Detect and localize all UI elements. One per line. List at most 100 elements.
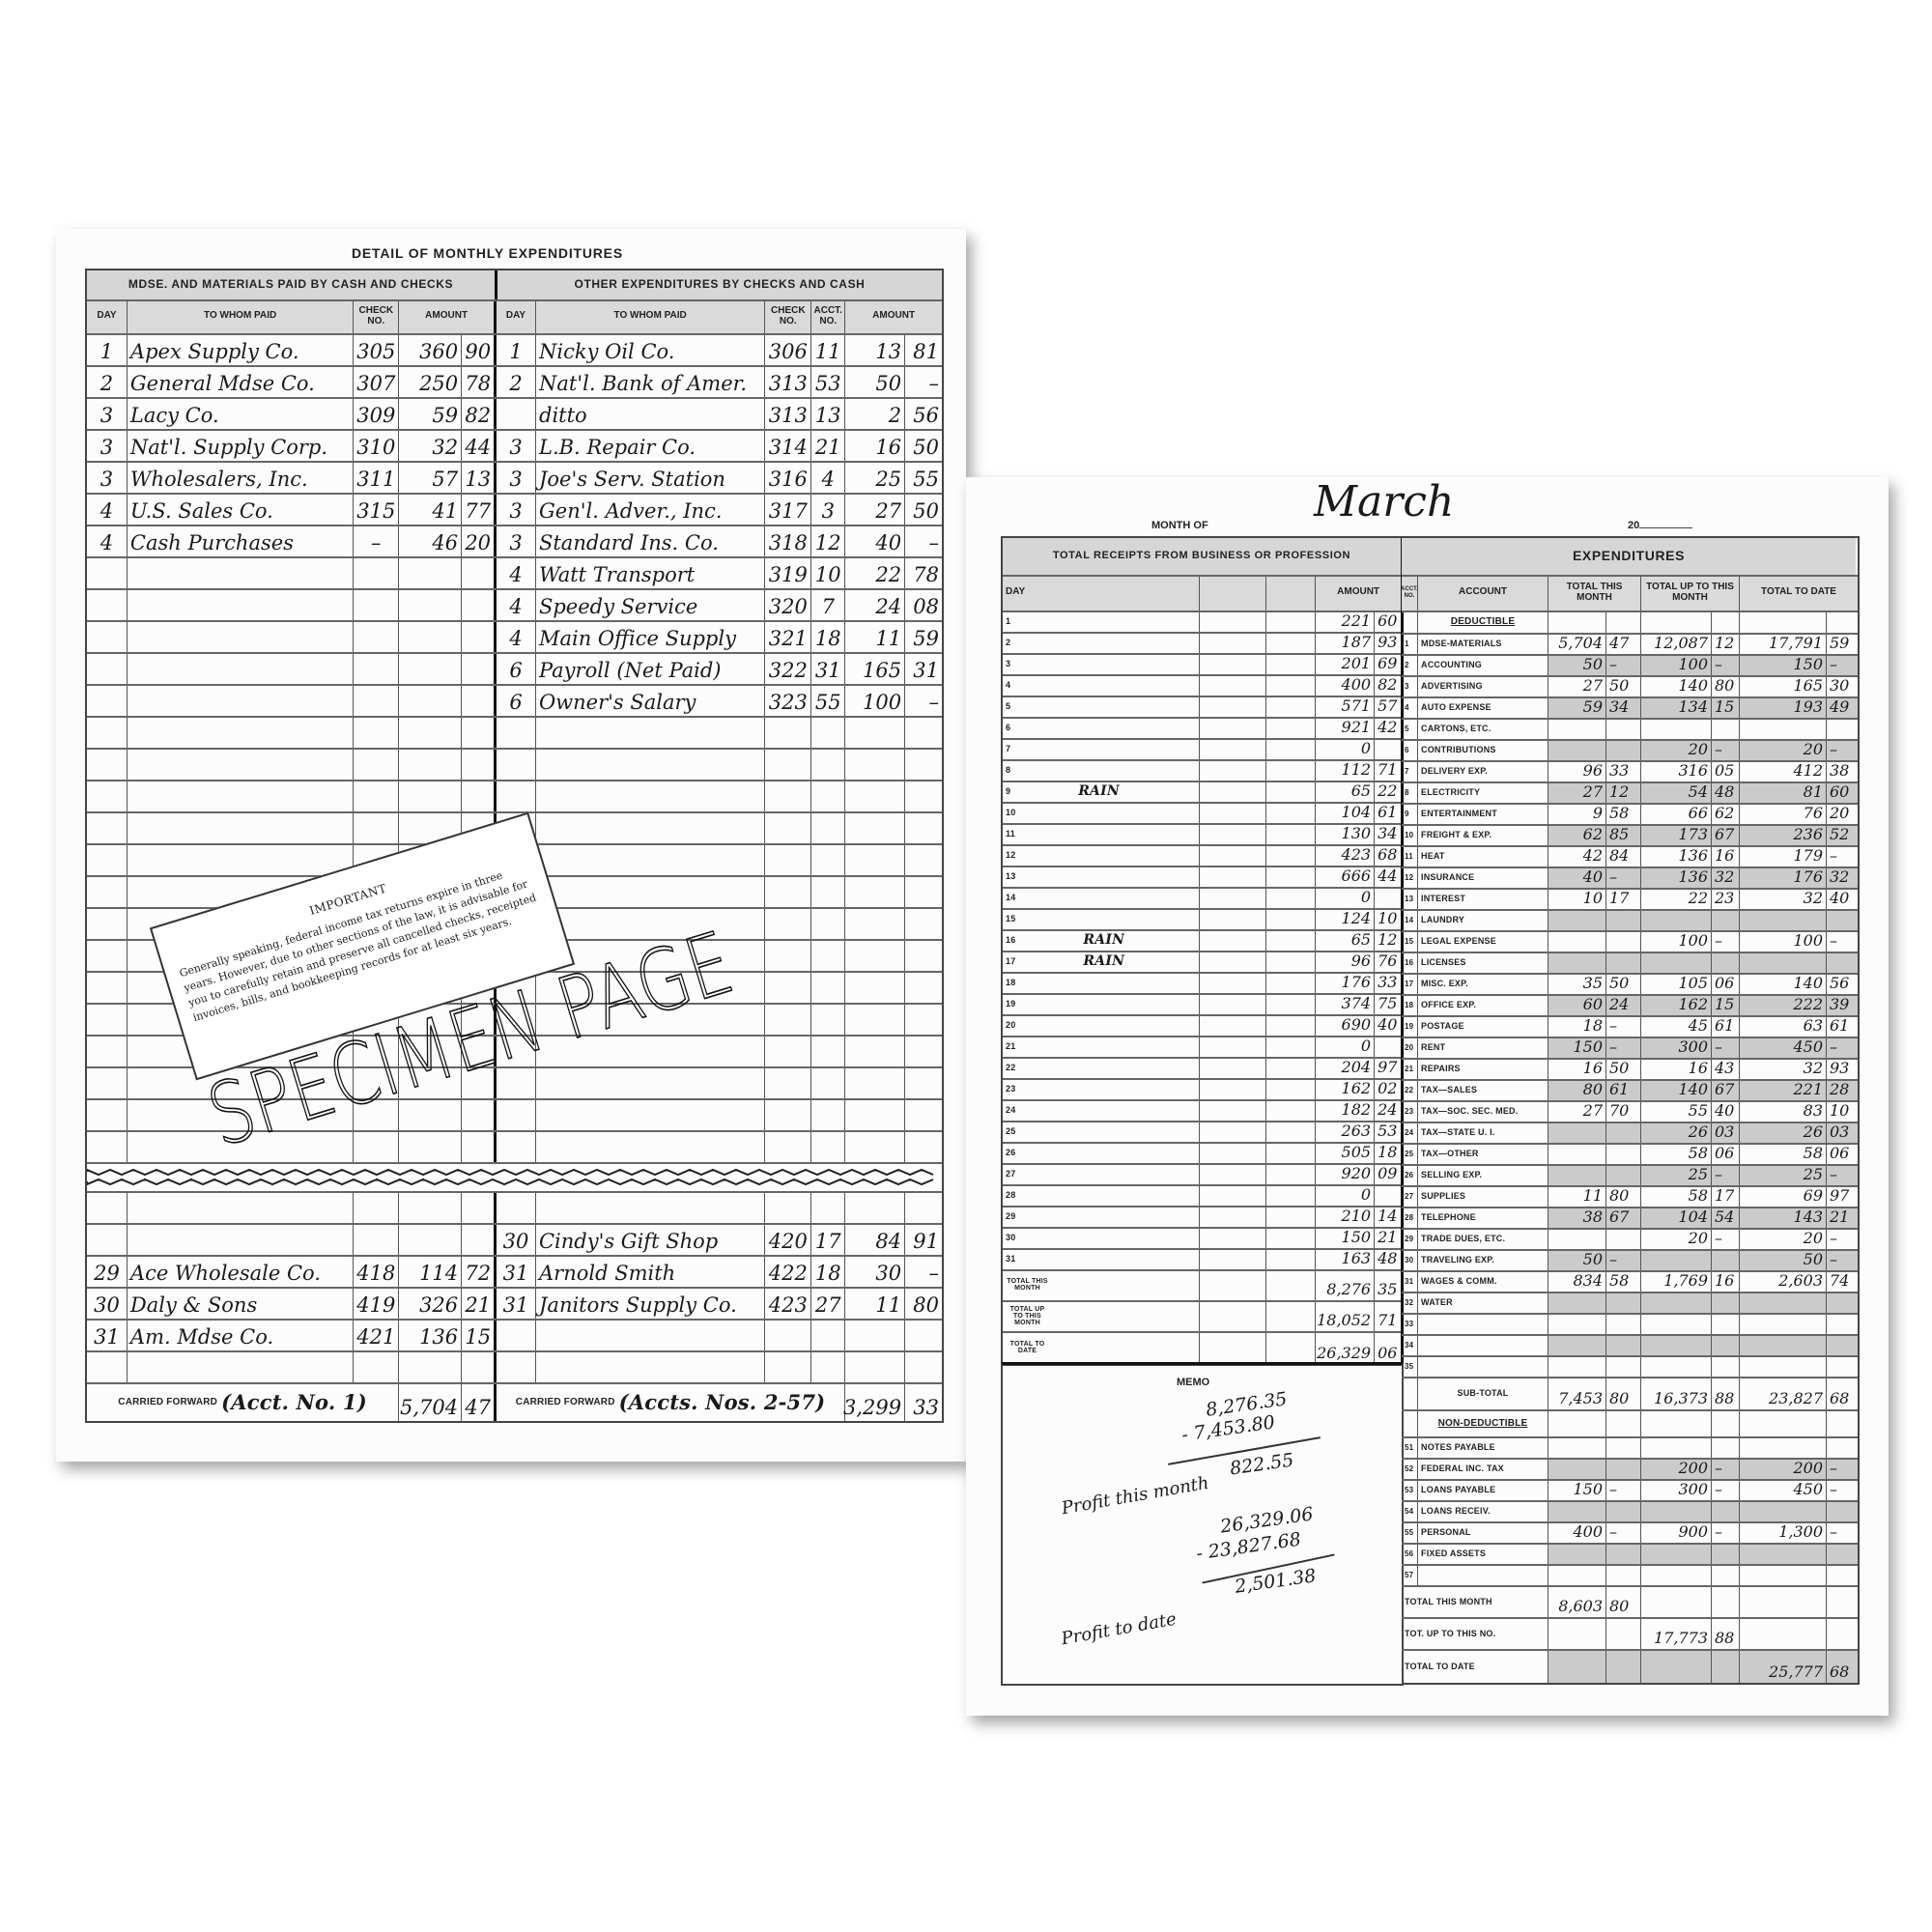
mdse-check-no: 305 [354, 335, 400, 365]
other-check-no-text: 313 [768, 404, 808, 427]
mdse-day-text: 3 [99, 468, 114, 491]
other-check-no: 320 [765, 590, 812, 620]
section-other-text: OTHER EXPENDITURES BY CHECKS AND CASH [574, 277, 866, 291]
receipt-day: 3 [1003, 655, 1201, 674]
other-amount-dollars-text: 165 [863, 659, 902, 682]
year-label: 20 [1628, 520, 1693, 531]
receipt-amount-cents: 69 [1375, 654, 1401, 674]
other-check-no [765, 909, 812, 939]
receipt-amount-cents-text: 68 [1378, 845, 1398, 864]
receipt-amount-dollars-text: 201 [1341, 654, 1372, 672]
receipt-amount-cents: 48 [1375, 1249, 1401, 1269]
expenditure-to-date-cents: 59 [1827, 634, 1858, 654]
expenditure-up-to-cents-text: – [1715, 1165, 1722, 1183]
receipt-amount-cents: 14 [1375, 1207, 1401, 1227]
expenditure-up-to-dollars [1641, 1336, 1712, 1355]
expenditure-to-date-cents-text: 93 [1830, 1059, 1850, 1077]
mdse-payee: Apex Supply Co. [128, 335, 355, 365]
other-day-text: 3 [509, 436, 523, 459]
mdse-amount-dollars [399, 1037, 463, 1066]
mdse-check-no [354, 1225, 400, 1255]
mdse-payee [128, 1037, 355, 1066]
other-amount-dollars-text: 40 [875, 531, 902, 554]
other-check-no-text: 423 [768, 1293, 808, 1317]
mdse-amount-cents-text: 21 [465, 1293, 492, 1317]
expenditure-up-to-cents [1712, 1315, 1740, 1334]
expenditure-acct-no: 4 [1402, 698, 1418, 718]
expenditure-row: 28 TELEPHONE 38 67 104 54 143 21 [1402, 1208, 1858, 1230]
expenditure-this-month-cents [1606, 1166, 1641, 1185]
expenditure-acct-no-text: 6 [1405, 745, 1409, 754]
expenditure-acct-no-text: 56 [1405, 1548, 1414, 1558]
expenditure-account: AUTO EXPENSE [1418, 698, 1548, 718]
expenditure-to-date-cents-text: 21 [1830, 1208, 1850, 1226]
receipt-amount-dollars-text: 921 [1341, 718, 1372, 736]
expenditure-to-date-dollars-text: 81 [1803, 782, 1823, 801]
expenditure-row: 6 CONTRIBUTIONS 20–20– [1402, 740, 1858, 762]
receipt-total-cents: 35 [1375, 1271, 1401, 1300]
expenditure-up-to-cents: 67 [1712, 1080, 1740, 1100]
other-payee: Gen'l. Adver., Inc. [536, 495, 766, 525]
receipt-day-text: 3 [1006, 659, 1011, 668]
mdse-amount-dollars: 136 [399, 1321, 463, 1350]
expenditure-acct-no: 21 [1402, 1060, 1418, 1079]
expenditure-to-date-dollars: 26 [1740, 1122, 1827, 1143]
expenditure-acct-no: 26 [1402, 1166, 1418, 1185]
expenditure-account: INTEREST [1418, 890, 1548, 909]
expenditure-to-date-dollars [1740, 1502, 1827, 1521]
receipt-amount-cents [1375, 740, 1401, 759]
receipt-day: 22 [1003, 1059, 1201, 1078]
expenditure-to-date-dollars: 179 [1740, 846, 1827, 867]
expenditure-to-date-cents-text: 40 [1830, 889, 1850, 907]
carried-forward-mdse-cents: 47 [462, 1384, 497, 1421]
col-acct_no: ACCT. NO. [811, 301, 846, 333]
expenditure-up-to-cents-text: 80 [1715, 676, 1735, 695]
receipt-total-cents: 06 [1375, 1333, 1401, 1364]
mdse-amount-cents [462, 686, 497, 716]
other-check-no: 422 [765, 1257, 812, 1287]
receipt-amount-cents: 57 [1375, 696, 1401, 717]
blank-cell [1266, 910, 1317, 929]
other-amount-cents: 78 [905, 558, 942, 588]
expenditure-detail-table: MDSE. AND MATERIALS PAID BY CASH AND CHE… [85, 269, 944, 1423]
other-amount-cents [905, 877, 942, 907]
receipt-row: 29 210 14 [1003, 1207, 1401, 1229]
blank-cell [1606, 1411, 1641, 1436]
col-amount: AMOUNT [1316, 577, 1401, 611]
expenditure-total-to-date-cents [1827, 1619, 1858, 1649]
expenditure-this-month-dollars: 5,704 [1548, 634, 1606, 654]
receipt-amount-dollars-text: 505 [1341, 1143, 1372, 1161]
expenditure-this-month-cents: – [1606, 1037, 1641, 1058]
expenditure-up-to-cents: 48 [1712, 782, 1740, 803]
other-day [497, 1068, 536, 1098]
other-acct-no [811, 941, 846, 971]
expenditure-to-date-cents: 93 [1827, 1059, 1858, 1079]
expenditure-account: WAGES & COMM. [1418, 1272, 1548, 1292]
mdse-day: 2 [87, 367, 128, 397]
blank-cell [1200, 1144, 1267, 1163]
receipt-amount-dollars: 263 [1316, 1122, 1376, 1142]
receipt-total-dollars-text: 18,052 [1317, 1311, 1372, 1329]
expenditure-row: 4 AUTO EXPENSE 59 34 134 15 193 49 [1402, 697, 1858, 720]
expenditure-to-date-cents: 39 [1827, 995, 1858, 1015]
blank-cell [1200, 719, 1267, 738]
receipt-day-text: 28 [1006, 1190, 1016, 1200]
expenditure-account: HEAT [1418, 847, 1548, 867]
receipt-amount-cents-text: 09 [1378, 1164, 1398, 1182]
expenditure-up-to-dollars: 316 [1641, 761, 1712, 781]
other-payee: ditto [536, 399, 766, 429]
blank-cell [1200, 931, 1267, 951]
expenditure-this-month-cents-text: 34 [1609, 697, 1630, 716]
other-payee: Nat'l. Bank of Amer. [536, 367, 766, 397]
expenditure-acct-no: 32 [1402, 1293, 1418, 1313]
expenditure-to-date-cents [1827, 720, 1858, 739]
expenditure-account [1418, 1336, 1548, 1355]
receipt-row: 4 400 82 [1003, 675, 1401, 697]
expenditure-up-to-cents-text: 16 [1715, 846, 1735, 865]
expenditure-acct-no: 33 [1402, 1315, 1418, 1334]
expenditure-to-date-cents-text: – [1830, 1037, 1837, 1056]
receipt-amount-dollars-text: 65 [1350, 930, 1372, 949]
expenditure-this-month-dollars: 16 [1548, 1059, 1606, 1079]
expenditure-row: 54 LOANS RECEIV. [1402, 1502, 1858, 1523]
mdse-check-no [354, 1352, 400, 1382]
